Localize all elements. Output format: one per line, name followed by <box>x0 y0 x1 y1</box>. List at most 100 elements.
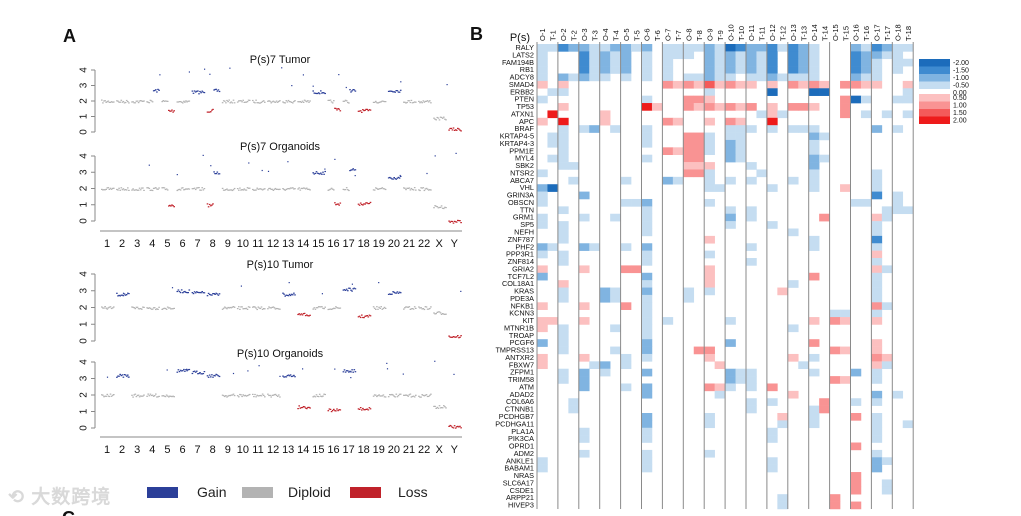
cn-panel-title: P(s)7 Organoids <box>240 141 321 153</box>
heatmap-gene-label: TCF7L2 <box>508 272 534 281</box>
cn-point-diploid <box>390 394 392 396</box>
heatmap-cell <box>808 243 820 251</box>
cn-point-diploid <box>267 189 269 191</box>
cn-point-diploid <box>122 188 125 190</box>
cn-point-diploid <box>228 99 230 101</box>
cn-point-diploid <box>177 101 180 103</box>
cn-point-diploid <box>134 189 137 191</box>
heatmap-cell <box>599 117 611 126</box>
cn-point-diploid <box>423 308 426 311</box>
heatmap-cell <box>641 73 653 82</box>
cn-point-diploid <box>435 205 437 207</box>
chromosome-label: 17 <box>342 238 354 250</box>
cn-point-diploid <box>267 100 269 102</box>
heatmap-cell <box>808 125 820 133</box>
cn-point-diploid <box>121 189 124 191</box>
cn-point-loss <box>358 408 361 410</box>
cn-point-diploid <box>434 313 436 315</box>
cn-point-diploid <box>373 101 376 103</box>
cn-point-diploid <box>104 189 106 191</box>
cn-point-diploid <box>120 99 123 101</box>
heatmap-cell <box>641 449 653 458</box>
cn-point-diploid <box>425 100 428 102</box>
cn-point-loss <box>327 410 330 412</box>
cn-point-diploid <box>282 101 284 103</box>
heatmap-gene-label: KRTAP4-5 <box>500 132 534 141</box>
cn-point-diploid <box>435 407 437 409</box>
cn-point-diploid <box>183 189 185 191</box>
heatmap-cell <box>850 413 862 421</box>
cn-point-diploid <box>142 306 144 308</box>
cn-point-loss <box>302 406 305 408</box>
heatmap-gene-label: BABAM1 <box>504 464 534 473</box>
cn-point-diploid <box>180 101 183 103</box>
heatmap-cell <box>662 117 674 126</box>
cn-point-gain <box>286 375 289 377</box>
heatmap-cell <box>704 51 715 60</box>
cn-point-loss <box>455 426 458 428</box>
cn-point-diploid <box>119 101 121 103</box>
heatmap-cell <box>756 110 768 119</box>
heatmap-cell <box>631 44 642 52</box>
cn-point-diploid <box>180 187 183 189</box>
heatmap-cell <box>746 44 757 52</box>
cn-point-diploid <box>297 188 299 190</box>
heatmap-cell <box>599 44 611 52</box>
heatmap-cell <box>798 80 809 89</box>
legend-gain-label: Gain <box>197 484 227 500</box>
heatmap-cell <box>683 44 695 52</box>
heatmap-cell <box>766 66 778 74</box>
cn-point-diploid <box>138 396 141 398</box>
cn-point-diploid <box>331 308 334 310</box>
cn-point-diploid <box>244 189 247 191</box>
cn-point-gain <box>212 376 214 378</box>
cn-point-gain <box>294 376 296 378</box>
cn-point-loss <box>208 203 211 206</box>
heatmap-cell <box>808 147 820 155</box>
cn-point-diploid <box>273 394 276 396</box>
cn-point-gain <box>396 177 399 179</box>
heatmap-gene-label: BRAF <box>515 124 535 133</box>
cn-point-diploid <box>172 395 174 397</box>
cn-point-diploid <box>309 189 311 191</box>
cn-point-loss <box>358 204 361 206</box>
cn-point-diploid <box>429 189 431 191</box>
cn-point-diploid <box>418 306 420 308</box>
legend-diploid-label: Diploid <box>288 484 331 500</box>
heatmap-cell <box>547 184 559 192</box>
cn-outlier-point <box>127 376 129 378</box>
cn-point-diploid <box>185 188 187 190</box>
cn-point-diploid <box>148 307 151 309</box>
heatmap-cell <box>902 420 914 429</box>
cn-point-diploid <box>306 187 308 189</box>
heatmap-cell <box>808 368 820 377</box>
cn-point-gain <box>286 294 289 296</box>
cn-point-diploid <box>384 307 387 309</box>
chromosome-label: 18 <box>358 238 370 250</box>
heatmap-cell <box>537 73 548 82</box>
cn-point-diploid <box>258 395 261 397</box>
heatmap-cell <box>557 235 569 244</box>
cn-point-gain <box>313 173 316 175</box>
cn-point-diploid <box>178 101 181 103</box>
cn-point-diploid <box>330 187 333 189</box>
cn-point-diploid <box>415 394 417 396</box>
cn-point-gain <box>156 91 158 93</box>
cn-point-gain <box>217 173 220 175</box>
heatmap-cell <box>766 88 778 96</box>
legend-diploid-swatch <box>242 487 273 498</box>
heatmap-cell <box>850 66 862 74</box>
cn-point-gain <box>316 172 319 174</box>
heatmap-cell <box>902 58 914 67</box>
cn-point-gain <box>206 375 209 377</box>
cn-point-diploid <box>139 308 142 310</box>
cn-point-diploid <box>323 393 325 395</box>
cn-point-diploid <box>375 394 377 396</box>
cn-point-diploid <box>257 395 260 397</box>
heatmap-cell <box>860 80 872 89</box>
cn-point-gain <box>128 376 130 378</box>
cn-point-loss <box>335 107 337 110</box>
cn-point-diploid <box>443 313 445 315</box>
heatmap-cell <box>683 73 695 82</box>
cn-outlier-point <box>386 362 388 364</box>
